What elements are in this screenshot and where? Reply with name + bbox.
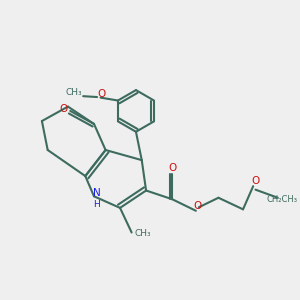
Text: O: O <box>98 89 106 99</box>
Text: O: O <box>60 103 68 114</box>
Text: O: O <box>251 176 260 186</box>
Text: CH₂CH₃: CH₂CH₃ <box>267 195 298 204</box>
Text: CH₃: CH₃ <box>66 88 82 97</box>
Text: O: O <box>168 163 176 173</box>
Text: O: O <box>194 201 202 211</box>
Text: N: N <box>93 188 101 198</box>
Text: H: H <box>94 200 100 209</box>
Text: CH₃: CH₃ <box>134 230 151 238</box>
